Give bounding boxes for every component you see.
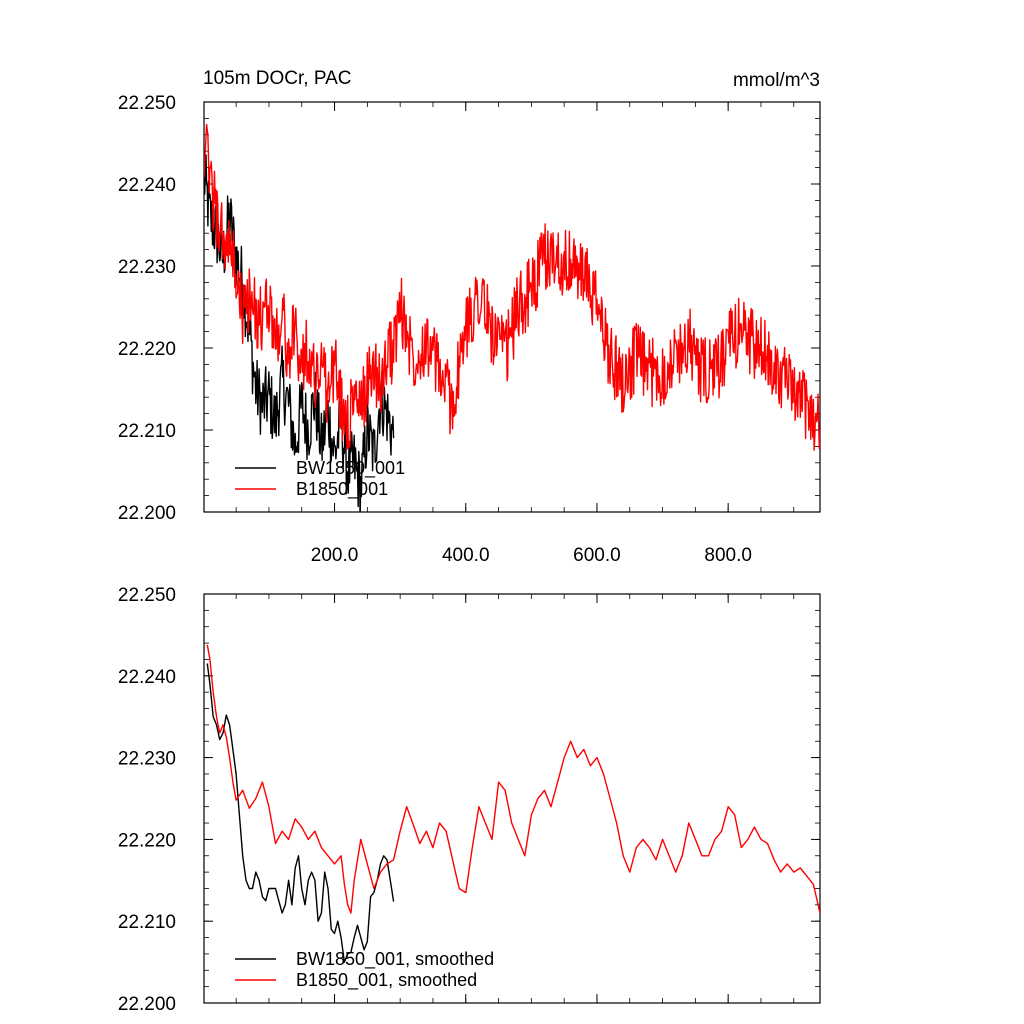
plot-frame [203, 101, 821, 513]
series-line-b1850 [204, 123, 820, 451]
y-tick-label: 22.200 [118, 503, 176, 524]
y-tick-label: 22.220 [118, 830, 176, 851]
legend-label: BW1850_001 [296, 458, 405, 479]
series-line-b1850 [206, 644, 820, 914]
top-panel: 22.200 22.210 22.220 22.230 22.240 22.250 200.… [118, 93, 821, 566]
y-tick-label: 22.230 [118, 749, 176, 770]
legend-label: B1850_001, smoothed [296, 970, 477, 991]
legend-label: B1850_001 [296, 479, 388, 500]
plot-frame [203, 593, 821, 1004]
x-tick-label: 600.0 [573, 545, 621, 566]
y-tick-label: 22.240 [118, 175, 176, 196]
x-tick-label: 200.0 [311, 545, 359, 566]
figure-units: mmol/m^3 [733, 70, 820, 91]
y-tick-label: 22.250 [118, 585, 176, 606]
series-line-bw1850 [204, 154, 395, 512]
y-tick-label: 22.230 [118, 257, 176, 278]
y-tick-label: 22.220 [118, 339, 176, 360]
y-tick-label: 22.250 [118, 93, 176, 114]
series-line-bw1850 [206, 663, 395, 963]
bottom-panel: 22.200 22.210 22.220 22.230 22.240 22.250 BW18… [118, 585, 821, 1015]
legend-label: BW1850_001, smoothed [296, 949, 494, 970]
y-tick-label: 22.210 [118, 912, 176, 933]
x-tick-label: 800.0 [704, 545, 752, 566]
y-tick-label: 22.210 [118, 421, 176, 442]
figure-title: 105m DOCr, PAC [203, 68, 352, 89]
x-tick-label: 400.0 [442, 545, 490, 566]
y-tick-label: 22.200 [118, 994, 176, 1015]
y-tick-label: 22.240 [118, 667, 176, 688]
